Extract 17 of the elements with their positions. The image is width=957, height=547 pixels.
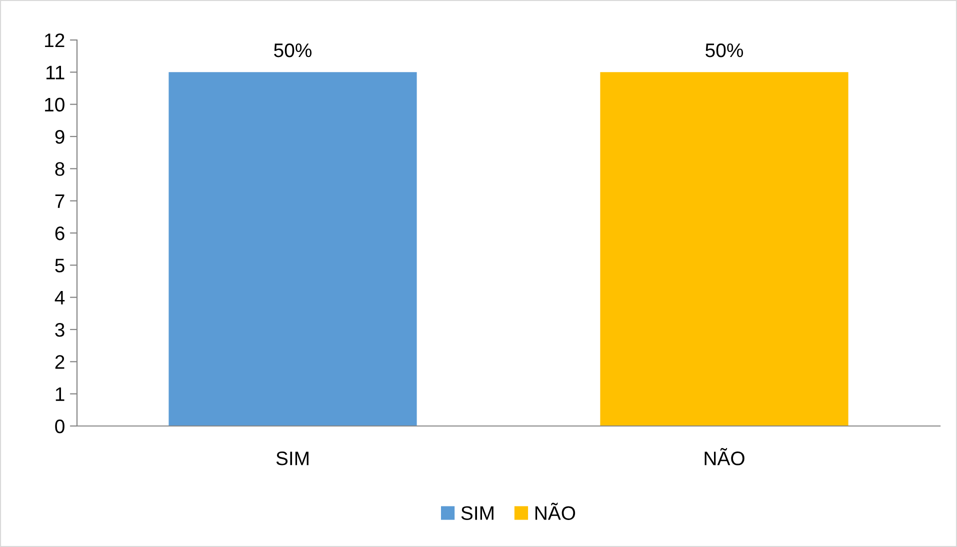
y-tick-label: 4 — [54, 291, 65, 304]
y-tick-label: 7 — [55, 194, 64, 208]
y-tick-label: 0 — [55, 419, 64, 434]
legend-label: NÃO — [535, 502, 576, 520]
y-tick-label: 8 — [55, 162, 64, 176]
y-tick-label: 6 — [55, 226, 64, 240]
y-tick-label: 10 — [45, 98, 64, 112]
y-tick-label: 5 — [55, 258, 64, 272]
y-tick-label: 2 — [55, 355, 64, 369]
y-tick-label: 11 — [46, 66, 64, 80]
y-tick-label: 1 — [56, 388, 64, 401]
legend-label: SIM — [461, 506, 494, 520]
annotation: 50% — [706, 43, 744, 58]
annotation: 50% — [274, 43, 312, 58]
y-tick-label: 12 — [45, 33, 64, 48]
y-tick-label: 9 — [55, 130, 64, 144]
y-tick-label: 3 — [55, 322, 64, 337]
